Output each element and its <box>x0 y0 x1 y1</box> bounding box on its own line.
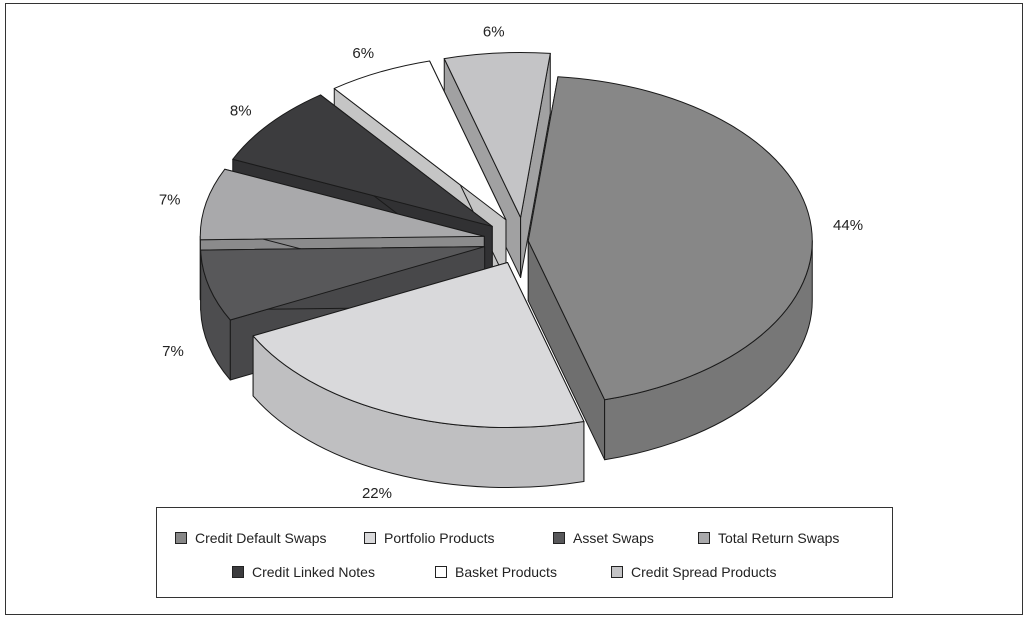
legend-swatch <box>232 566 244 578</box>
legend-item-basket-products: Basket Products <box>435 564 557 580</box>
slice-top-face <box>333 60 507 221</box>
value-label-portfolio-products: 22% <box>362 485 392 502</box>
legend-swatch <box>553 532 565 544</box>
value-label-total-return-swaps: 7% <box>159 191 181 208</box>
legend: Credit Default Swaps Portfolio Products As… <box>156 507 893 598</box>
legend-label: Credit Default Swaps <box>195 530 327 546</box>
legend-item-credit-linked-notes: Credit Linked Notes <box>232 564 375 580</box>
pie-slice-credit-default-swaps <box>527 76 813 461</box>
slice-top-face <box>527 76 813 401</box>
chart-frame: 44% 22% 7% 7% 8% 6% 6% Credit Default Swaps Por… <box>5 3 1023 615</box>
legend-label: Credit Linked Notes <box>252 564 375 580</box>
legend-item-credit-default-swaps: Credit Default Swaps <box>175 530 327 546</box>
legend-swatch <box>364 532 376 544</box>
legend-item-total-return-swaps: Total Return Swaps <box>698 530 839 546</box>
legend-swatch <box>175 532 187 544</box>
pie-slice-portfolio-products <box>252 262 585 488</box>
slice-top-face <box>199 168 485 241</box>
legend-label: Portfolio Products <box>384 530 495 546</box>
legend-label: Basket Products <box>455 564 557 580</box>
legend-swatch <box>611 566 623 578</box>
legend-label: Credit Spread Products <box>631 564 777 580</box>
legend-label: Total Return Swaps <box>718 530 840 546</box>
legend-label: Asset Swaps <box>573 530 654 546</box>
slice-top-face <box>443 52 551 219</box>
legend-swatch <box>435 566 447 578</box>
legend-swatch <box>698 532 710 544</box>
legend-item-asset-swaps: Asset Swaps <box>553 530 654 546</box>
value-label-credit-default-swaps: 44% <box>833 217 863 234</box>
value-label-basket-products: 6% <box>352 45 374 62</box>
pie-chart: 44% 22% 7% 7% 8% 6% 6% <box>159 24 863 502</box>
legend-item-portfolio-products: Portfolio Products <box>364 530 495 546</box>
value-label-credit-spread-products: 6% <box>483 24 505 41</box>
slice-top-face <box>232 94 493 227</box>
legend-item-credit-spread-products: Credit Spread Products <box>611 564 777 580</box>
value-label-asset-swaps: 7% <box>162 343 184 360</box>
slice-top-face <box>200 246 486 321</box>
slice-top-face <box>252 262 585 428</box>
value-label-credit-linked-notes: 8% <box>230 103 252 120</box>
